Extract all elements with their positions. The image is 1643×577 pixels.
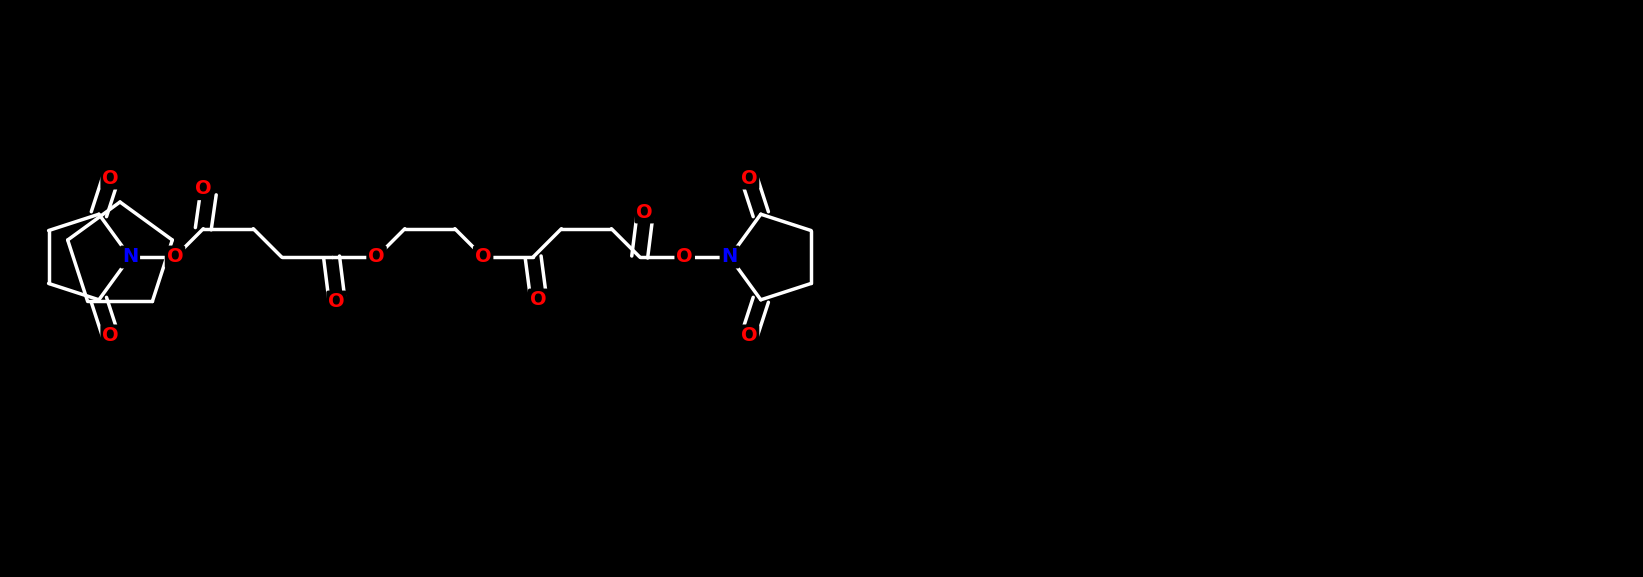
Text: O: O xyxy=(368,248,384,267)
Text: N: N xyxy=(721,248,738,267)
Text: O: O xyxy=(636,203,652,222)
Text: O: O xyxy=(166,248,184,267)
Text: O: O xyxy=(102,168,118,188)
Text: O: O xyxy=(475,248,491,267)
Text: O: O xyxy=(102,327,118,346)
Text: O: O xyxy=(677,248,693,267)
Text: N: N xyxy=(122,248,138,267)
Text: O: O xyxy=(741,327,757,346)
Text: O: O xyxy=(329,293,345,312)
Text: O: O xyxy=(196,179,212,198)
Text: O: O xyxy=(741,168,757,188)
Text: O: O xyxy=(529,290,547,309)
